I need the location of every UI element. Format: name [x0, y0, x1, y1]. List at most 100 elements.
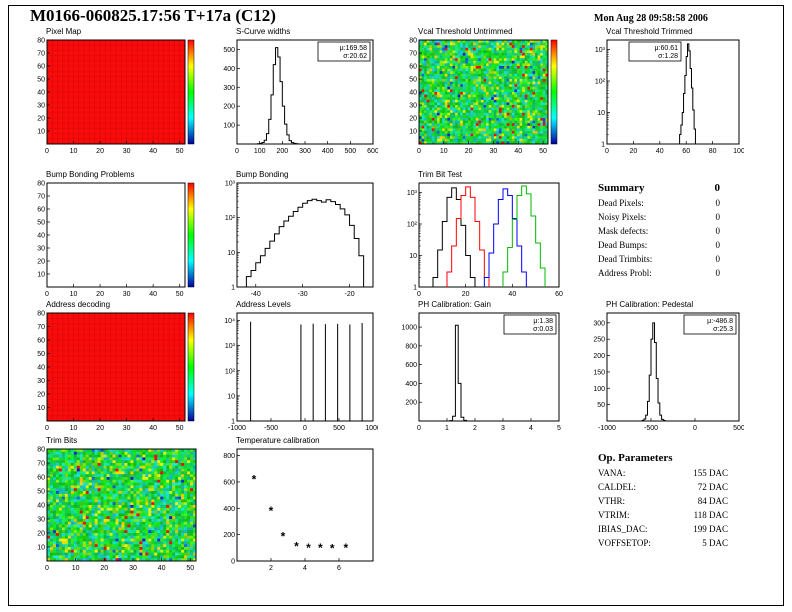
- op-parameter-row: IBIAS_DAC: 199 DAC: [598, 524, 728, 534]
- chart-pixel-map: Pixel Map 0 10 20 30 40 50 10 20 30 40 50 60 70 80: [26, 25, 201, 157]
- svg-text:10: 10: [37, 272, 45, 279]
- svg-text:40: 40: [37, 90, 45, 97]
- svg-text:σ:0.03: σ:0.03: [533, 326, 553, 333]
- svg-text:200: 200: [405, 400, 417, 407]
- svg-text:500: 500: [733, 425, 744, 432]
- plot-title: PH Calibration: Gain: [418, 300, 491, 309]
- svg-text:*: *: [269, 504, 274, 518]
- svg-text:70: 70: [409, 51, 417, 58]
- svg-text:50: 50: [409, 77, 417, 84]
- summary-title: Summary: [598, 182, 645, 194]
- chart-svg: 0 20 40 60 80 100 1 10 10² 10³ μ:60.61σ:1.28: [595, 39, 744, 155]
- chart-svg: 0 10 20 30 40 50 10 20 30 40 50 60 70 80: [37, 311, 195, 432]
- svg-text:200: 200: [223, 532, 235, 539]
- svg-text:600: 600: [223, 479, 235, 486]
- svg-text:30: 30: [123, 291, 131, 298]
- svg-text:1000: 1000: [365, 425, 378, 432]
- svg-text:10³: 10³: [225, 343, 236, 350]
- svg-text:40: 40: [37, 233, 45, 240]
- svg-text:*: *: [281, 530, 286, 544]
- svg-text:1: 1: [413, 285, 417, 292]
- svg-text:70: 70: [37, 51, 45, 58]
- op-parameter-row: VTHR: 84 DAC: [598, 496, 728, 506]
- svg-text:0: 0: [605, 148, 609, 155]
- svg-text:*: *: [318, 541, 323, 555]
- summary-total: 0: [714, 182, 721, 194]
- summary-row: Dead Trimbits: 0: [598, 254, 720, 264]
- svg-text:μ:-486.8: μ:-486.8: [707, 318, 733, 325]
- svg-text:400: 400: [223, 66, 235, 73]
- svg-text:10: 10: [70, 148, 78, 155]
- chart-vcal-threshold-untrimmed: Vcal Threshold Untrimmed 0 10 20 30 40 50 10 20…: [398, 25, 564, 157]
- svg-text:400: 400: [405, 381, 417, 388]
- svg-text:20: 20: [630, 148, 638, 155]
- svg-text:1: 1: [601, 142, 605, 149]
- svg-text:80: 80: [409, 38, 417, 45]
- svg-text:50: 50: [37, 351, 45, 358]
- chart-svg: -1000 -500 0 500 50 100 150 200 250 300 μ:-486.8σ:…: [593, 312, 744, 432]
- svg-text:100: 100: [733, 148, 744, 155]
- svg-text:40: 40: [149, 425, 157, 432]
- svg-text:400: 400: [223, 506, 235, 513]
- svg-text:σ:1.28: σ:1.28: [658, 53, 678, 60]
- svg-text:10: 10: [70, 425, 78, 432]
- svg-text:200: 200: [276, 148, 288, 155]
- op-parameter-row: VTRIM: 118 DAC: [598, 510, 728, 520]
- svg-text:10³: 10³: [595, 47, 606, 54]
- chart-svg: 0 10 20 30 40 50 10 20 30 40 50 60 70 80: [37, 181, 195, 298]
- chart-svg: 0 1 2 3 4 5 200 400 600 800 1000 μ:1.38σ:0.03: [401, 312, 561, 432]
- svg-text:0: 0: [231, 559, 235, 566]
- svg-text:*: *: [330, 541, 335, 555]
- plot-title: Vcal Threshold Trimmed: [606, 27, 693, 36]
- plot-title: Address Levels: [236, 300, 291, 309]
- svg-text:*: *: [306, 541, 311, 555]
- summary-row: Dead Pixels: 0: [598, 198, 720, 208]
- svg-text:μ:60.61: μ:60.61: [655, 45, 679, 52]
- svg-text:2: 2: [269, 565, 273, 572]
- chart-temperature-calibration: Temperature calibration 2 4 6 0 200 400 600 800…: [216, 434, 378, 574]
- svg-text:σ:20.62: σ:20.62: [343, 53, 367, 60]
- svg-text:20: 20: [409, 116, 417, 123]
- svg-text:50: 50: [37, 489, 45, 496]
- svg-text:70: 70: [37, 194, 45, 201]
- page-title: M0166-060825.17:56 T+17a (C12): [30, 6, 276, 25]
- svg-text:30: 30: [409, 103, 417, 110]
- svg-text:10³: 10³: [225, 181, 236, 188]
- chart-svg: 0 10 20 30 40 50 10 20 30 40 50 60 70 80: [37, 38, 195, 155]
- svg-text:200: 200: [223, 104, 235, 111]
- plot-title: Trim Bit Test: [418, 170, 463, 179]
- svg-text:300: 300: [223, 85, 235, 92]
- plot-title: Bump Bonding: [236, 170, 289, 179]
- svg-text:40: 40: [37, 503, 45, 510]
- svg-text:80: 80: [37, 311, 45, 318]
- svg-text:10: 10: [409, 129, 417, 136]
- svg-text:100: 100: [254, 148, 266, 155]
- svg-text:30: 30: [123, 425, 131, 432]
- svg-text:300: 300: [593, 320, 605, 327]
- op-parameter-row: CALDEL: 72 DAC: [598, 482, 728, 492]
- svg-text:0: 0: [235, 148, 239, 155]
- svg-text:60: 60: [409, 64, 417, 71]
- svg-text:500: 500: [333, 425, 345, 432]
- svg-text:20: 20: [462, 291, 470, 298]
- chart-address-levels: Address Levels -1000 -500 0 500 1000 1 10 10² 10…: [216, 298, 378, 434]
- svg-text:100: 100: [223, 123, 235, 130]
- summary-row: Noisy Pixels: 0: [598, 212, 720, 222]
- svg-text:0: 0: [45, 565, 49, 572]
- svg-text:300: 300: [299, 148, 311, 155]
- svg-text:0: 0: [417, 425, 421, 432]
- svg-text:1000: 1000: [401, 325, 417, 332]
- svg-text:40: 40: [149, 291, 157, 298]
- svg-text:50: 50: [176, 148, 184, 155]
- svg-text:-20: -20: [344, 291, 354, 298]
- plot-title: Address decoding: [46, 300, 111, 309]
- svg-text:10: 10: [409, 253, 417, 260]
- svg-text:10: 10: [597, 110, 605, 117]
- plot-title: Vcal Threshold Untrimmed: [418, 27, 513, 36]
- svg-text:40: 40: [656, 148, 664, 155]
- svg-text:60: 60: [555, 291, 563, 298]
- svg-text:10²: 10²: [225, 368, 236, 375]
- svg-text:10: 10: [37, 129, 45, 136]
- svg-text:20: 20: [37, 116, 45, 123]
- summary-panel: Summary 0 Dead Pixels: 0 Noisy Pixels: 0 M…: [598, 182, 720, 278]
